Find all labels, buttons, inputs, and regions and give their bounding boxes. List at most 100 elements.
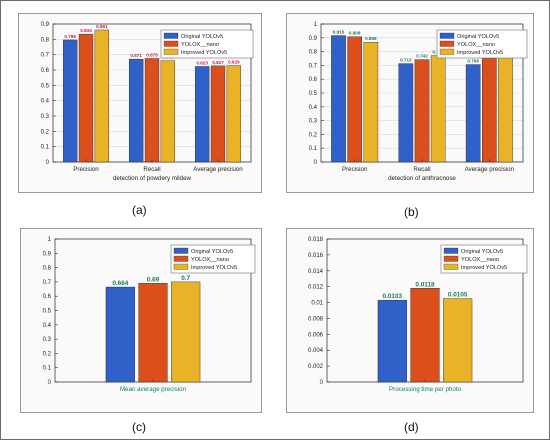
bar xyxy=(160,60,176,163)
y-tick-label: 0 xyxy=(48,380,52,386)
bar xyxy=(78,33,94,163)
legend-swatch xyxy=(163,48,179,55)
bar xyxy=(347,36,362,163)
y-tick-label: 0.3 xyxy=(41,114,50,120)
bar xyxy=(414,59,430,163)
y-tick-label: 0.9 xyxy=(43,251,52,257)
bar xyxy=(144,58,160,163)
x-axis-label: detection of anthracnose xyxy=(388,175,456,182)
y-tick-label: 1 xyxy=(48,237,52,243)
legend-label: YOLOX__nano xyxy=(181,42,219,48)
bar-value-label: 0.623 xyxy=(196,60,208,65)
legend-label: Improved YOLOv5 xyxy=(457,50,503,56)
y-tick-label: 0.008 xyxy=(308,316,324,322)
legend-label: Improved YOLOv5 xyxy=(461,265,507,271)
y-tick-label: 0 xyxy=(46,160,50,166)
bar-value-label: 0.675 xyxy=(146,53,158,58)
y-tick-label: 0.2 xyxy=(43,351,52,357)
panel-label-c: (c) xyxy=(132,420,146,434)
bar-value-label: 0.908 xyxy=(349,31,361,36)
y-tick-label: 0.8 xyxy=(41,37,50,43)
bar xyxy=(398,63,414,163)
y-tick-label: 0.01 xyxy=(311,301,323,307)
y-tick-label: 0.5 xyxy=(43,309,52,315)
bar xyxy=(105,286,135,383)
bar-value-label: 0.713 xyxy=(400,58,412,63)
bar-value-label: 0.664 xyxy=(112,280,128,287)
bar xyxy=(498,53,513,163)
y-tick-label: 0.9 xyxy=(309,36,318,42)
legend-label: Original YOLOv5 xyxy=(457,34,499,40)
chart-panel-a: 0 0.1 0.2 0.3 0.4 0.5 0.6 0.7 0.8 0.9 0.796 0.834 0.… xyxy=(18,13,262,193)
legend-swatch xyxy=(173,255,189,262)
y-tick-label: 0.4 xyxy=(309,105,318,111)
bar xyxy=(210,65,226,163)
y-tick-label: 0 xyxy=(320,380,324,386)
y-tick-label: 0.1 xyxy=(309,146,318,152)
y-tick-label: 0 xyxy=(314,160,318,166)
y-tick-label: 0.7 xyxy=(41,53,50,59)
panel-label-d: (d) xyxy=(404,420,419,434)
bar xyxy=(482,57,497,163)
y-tick-label: 0.5 xyxy=(41,83,50,89)
chart-d-svg: 0 0.002 0.004 0.006 0.008 0.01 0.012 0.014 0.016… xyxy=(308,237,528,393)
bar-value-label: 0.0105 xyxy=(448,292,468,299)
x-category-label: Mean average precision xyxy=(120,386,187,393)
legend-swatch xyxy=(163,40,179,47)
y-tick-label: 0.5 xyxy=(309,91,318,97)
bar xyxy=(62,39,78,163)
y-tick-label: 0.7 xyxy=(43,280,52,286)
y-tick-label: 0.1 xyxy=(43,366,52,372)
bar xyxy=(226,65,242,163)
bar-value-label: 0.706 xyxy=(467,59,479,64)
bar xyxy=(94,29,110,163)
bar-value-label: 0.742 xyxy=(416,54,428,59)
y-tick-label: 0.1 xyxy=(41,145,50,151)
chart-a-svg: 0 0.1 0.2 0.3 0.4 0.5 0.6 0.7 0.8 0.9 0.796 0.834 0.… xyxy=(41,22,254,182)
panel-label-b: (b) xyxy=(404,205,419,219)
bar-value-label: 0.69 xyxy=(147,276,160,283)
legend-swatch xyxy=(173,263,189,270)
y-tick-label: 0.4 xyxy=(41,99,50,105)
bar-value-label: 0.796 xyxy=(64,34,76,39)
bar xyxy=(377,299,407,383)
bar xyxy=(465,64,481,163)
x-category-label: Average precision xyxy=(465,166,515,173)
bar xyxy=(138,283,168,383)
y-tick-label: 0.016 xyxy=(308,253,324,259)
bar xyxy=(443,298,473,383)
legend-label: Improved YOLOv5 xyxy=(181,50,227,56)
legend-label: Original YOLOv5 xyxy=(461,249,503,255)
y-tick-label: 0.012 xyxy=(308,285,324,291)
bar-value-label: 0.834 xyxy=(80,28,92,33)
bar xyxy=(410,288,440,383)
bar xyxy=(128,58,144,163)
x-category-label: Recall xyxy=(413,166,430,173)
legend-label: Original YOLOv5 xyxy=(181,34,223,40)
y-tick-label: 0.3 xyxy=(309,119,318,125)
x-category-label: Average precision xyxy=(193,166,243,173)
bar-value-label: 0.868 xyxy=(365,36,377,41)
legend-swatch xyxy=(443,247,459,254)
y-tick-label: 0.3 xyxy=(43,337,52,343)
y-tick-label: 0.4 xyxy=(43,323,52,329)
bar-value-label: 0.861 xyxy=(96,24,108,29)
legend-swatch xyxy=(439,48,455,55)
legend-swatch xyxy=(443,263,459,270)
legend-label: Original YOLOv5 xyxy=(191,249,233,255)
legend-label: YOLOX__nano xyxy=(457,42,495,48)
bar-value-label: 0.629 xyxy=(228,60,240,65)
bar xyxy=(331,35,346,163)
legend-label: Improved YOLOv5 xyxy=(191,265,237,271)
x-category-label: Precision xyxy=(73,166,99,173)
y-tick-label: 0.8 xyxy=(43,266,52,272)
legend-swatch xyxy=(439,32,455,39)
y-tick-label: 0.006 xyxy=(308,332,324,338)
y-tick-label: 0.002 xyxy=(308,364,324,370)
x-category-label: Processing time per photo xyxy=(389,386,461,393)
legend-swatch xyxy=(443,255,459,262)
bar xyxy=(430,55,446,163)
y-tick-label: 0.2 xyxy=(309,132,318,138)
panel-label-a: (a) xyxy=(132,203,147,217)
legend-swatch xyxy=(163,32,179,39)
